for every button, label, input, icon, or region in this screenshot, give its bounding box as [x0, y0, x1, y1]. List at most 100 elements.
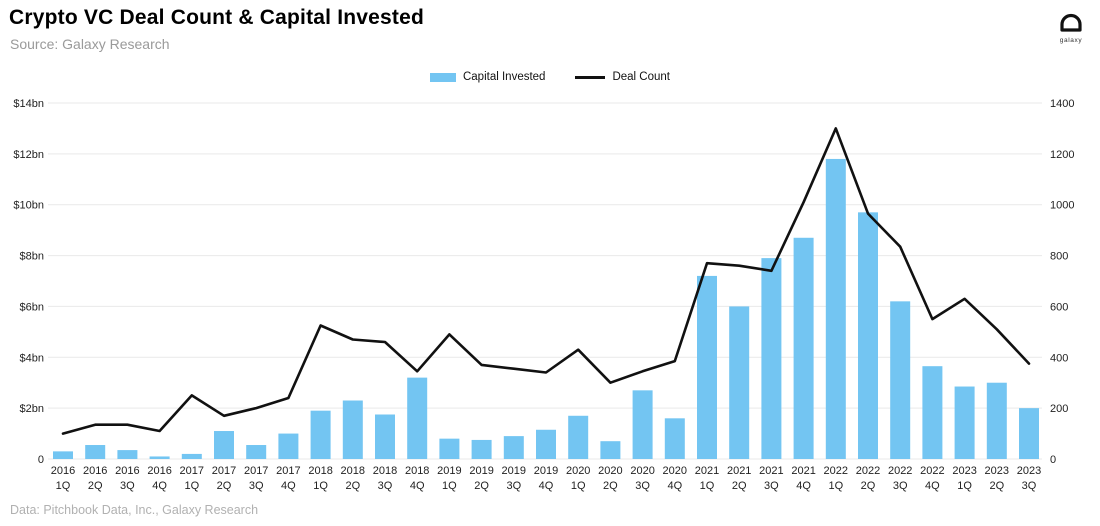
bar-2023-2Q [986, 382, 1007, 459]
bar-2022-4Q [922, 366, 943, 459]
x-tick-label-quarter: 3Q [120, 480, 135, 492]
x-tick-label-quarter: 3Q [506, 480, 521, 492]
x-tick-label-year: 2016 [51, 465, 75, 477]
bar-2021-2Q [729, 306, 750, 459]
x-tick-label-year: 2022 [920, 465, 944, 477]
x-tick-label-quarter: 4Q [152, 480, 167, 492]
x-tick-label-year: 2018 [405, 465, 429, 477]
x-tick-label-year: 2021 [727, 465, 751, 477]
footer-source-note: Data: Pitchbook Data, Inc., Galaxy Resea… [10, 503, 259, 517]
x-tick-label-year: 2020 [566, 465, 590, 477]
y-tick-label-right: 400 [1050, 352, 1068, 364]
x-tick-label-quarter: 4Q [796, 480, 811, 492]
legend-deal-count-label: Deal Count [612, 71, 670, 83]
x-tick-label-quarter: 2Q [474, 480, 489, 492]
y-tick-label-right: 800 [1050, 251, 1068, 263]
x-tick-label-quarter: 4Q [667, 480, 682, 492]
y-tick-label-left: $14bn [13, 98, 44, 110]
bar-2020-3Q [632, 390, 653, 459]
x-tick-label-year: 2022 [824, 465, 848, 477]
bar-2022-1Q [825, 158, 846, 459]
bar-2016-1Q [53, 451, 73, 459]
x-tick-label-quarter: 2Q [345, 480, 360, 492]
x-tick-label-quarter: 1Q [957, 480, 972, 492]
legend-capital-invested-label: Capital Invested [462, 71, 546, 83]
x-tick-label-quarter: 1Q [828, 480, 843, 492]
x-tick-label-year: 2018 [341, 465, 365, 477]
bar-2016-2Q [85, 445, 106, 459]
x-tick-label-quarter: 4Q [539, 480, 554, 492]
x-tick-label-quarter: 3Q [378, 480, 393, 492]
legend-item-deal-count: Deal Count [575, 71, 670, 83]
x-tick-label-year: 2023 [1017, 465, 1041, 477]
x-tick-label-quarter: 2Q [989, 480, 1004, 492]
y-tick-label-left: $4bn [20, 352, 44, 364]
y-tick-label-right: 1000 [1050, 200, 1074, 212]
x-tick-label-quarter: 4Q [410, 480, 425, 492]
x-tick-label-quarter: 1Q [313, 480, 328, 492]
x-tick-label-year: 2018 [308, 465, 332, 477]
y-tick-label-right: 600 [1050, 301, 1068, 313]
bar-2019-4Q [536, 429, 556, 459]
legend-item-capital-invested: Capital Invested [429, 71, 546, 83]
x-tick-label-year: 2022 [856, 465, 880, 477]
bar-2017-2Q [214, 431, 234, 459]
x-tick-label-quarter: 2Q [88, 480, 103, 492]
bar-2023-3Q [1019, 408, 1039, 459]
x-tick-label-quarter: 1Q [571, 480, 586, 492]
galaxy-logo-text: galaxy [1059, 37, 1083, 44]
x-tick-label-year: 2023 [985, 465, 1009, 477]
y-tick-label-right: 200 [1050, 403, 1068, 415]
x-tick-label-quarter: 3Q [1022, 480, 1037, 492]
y-tick-label-left: $10bn [13, 200, 44, 212]
bar-2016-3Q [117, 450, 138, 459]
x-tick-label-year: 2020 [598, 465, 622, 477]
bar-2017-1Q [181, 453, 202, 459]
page-subtitle: Source: Galaxy Research [10, 36, 170, 52]
bar-2021-1Q [697, 275, 717, 459]
bar-2018-1Q [310, 410, 331, 459]
x-tick-label-year: 2017 [276, 465, 300, 477]
bar-2021-4Q [793, 237, 814, 459]
x-tick-label-year: 2016 [83, 465, 107, 477]
y-tick-label-left: 0 [38, 454, 44, 466]
capital-invested-swatch-icon [429, 72, 456, 82]
x-tick-label-quarter: 2Q [217, 480, 232, 492]
bar-2018-3Q [375, 414, 395, 459]
x-tick-label-year: 2017 [180, 465, 204, 477]
y-tick-label-right: 1200 [1050, 149, 1074, 161]
bar-2020-1Q [568, 415, 589, 459]
x-tick-label-quarter: 3Q [635, 480, 650, 492]
x-tick-label-year: 2020 [630, 465, 654, 477]
y-tick-label-left: $12bn [13, 149, 44, 161]
x-tick-label-quarter: 2Q [603, 480, 618, 492]
x-tick-label-year: 2021 [791, 465, 815, 477]
x-tick-label-year: 2017 [244, 465, 268, 477]
x-tick-label-quarter: 2Q [732, 480, 747, 492]
x-tick-label-quarter: 2Q [861, 480, 876, 492]
bar-2019-2Q [471, 439, 492, 459]
y-tick-label-right: 0 [1050, 454, 1056, 466]
y-tick-label-left: $8bn [20, 251, 44, 263]
page-title: Crypto VC Deal Count & Capital Invested [9, 6, 425, 29]
galaxy-logo-icon [1060, 13, 1082, 32]
deal-count-line-swatch-icon [575, 75, 606, 79]
x-tick-label-year: 2018 [373, 465, 397, 477]
bar-2017-4Q [278, 433, 299, 459]
x-tick-label-quarter: 1Q [442, 480, 457, 492]
x-tick-label-year: 2021 [695, 465, 719, 477]
x-tick-label-quarter: 1Q [56, 480, 71, 492]
x-tick-label-quarter: 4Q [281, 480, 296, 492]
x-tick-label-quarter: 3Q [893, 480, 908, 492]
x-tick-label-year: 2016 [115, 465, 139, 477]
x-tick-label-year: 2021 [759, 465, 783, 477]
bar-2021-3Q [761, 258, 782, 459]
x-tick-label-year: 2017 [212, 465, 236, 477]
x-tick-label-quarter: 1Q [700, 480, 715, 492]
x-tick-label-year: 2016 [147, 465, 171, 477]
x-tick-label-year: 2019 [469, 465, 493, 477]
x-tick-label-quarter: 3Q [764, 480, 779, 492]
x-tick-label-year: 2019 [534, 465, 558, 477]
chart-legend: Capital Invested Deal Count [0, 71, 1100, 83]
